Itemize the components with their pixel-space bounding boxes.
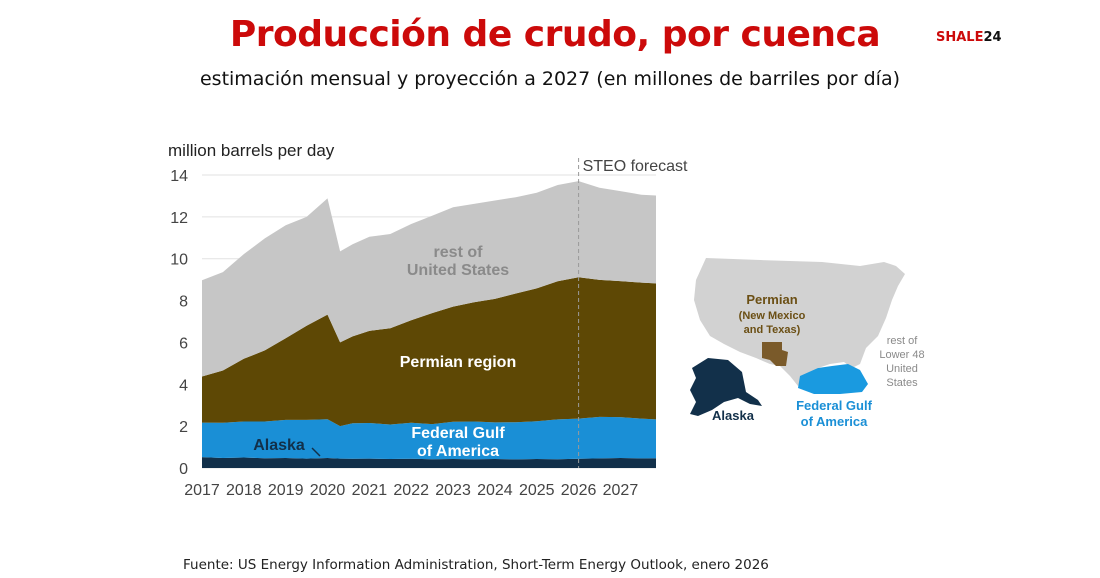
y-tick-label: 12	[170, 210, 188, 227]
y-tick-label: 6	[179, 335, 188, 352]
area-permian-region	[202, 277, 656, 427]
area-rest-of-united-states	[202, 181, 656, 377]
forecast-label: STEO forecast	[583, 158, 688, 175]
y-tick-label: 8	[179, 294, 188, 311]
y-tick-label: 10	[170, 252, 188, 269]
x-tick-label: 2021	[352, 482, 388, 499]
y-tick-label: 2	[179, 419, 188, 436]
map-rest-line1: rest of	[887, 335, 919, 347]
x-tick-label: 2024	[477, 482, 513, 499]
brand-text-a: SHALE	[936, 30, 984, 45]
brand-text-b: 24	[983, 30, 1002, 45]
map-rest-line4: States	[886, 377, 918, 389]
map-rest-line3: United	[886, 363, 918, 375]
x-tick-label: 2022	[393, 482, 429, 499]
x-tick-label: 2026	[561, 482, 597, 499]
map-gulf-line1: Federal Gulf	[796, 398, 873, 413]
brand-logo: SHALE24	[936, 30, 1002, 45]
gulf-label-line1: Federal Gulf	[411, 425, 505, 442]
x-tick-label: 2025	[519, 482, 555, 499]
gulf-label-line2: of America	[417, 443, 499, 460]
page-subtitle: estimación mensual y proyección a 2027 (…	[199, 68, 900, 90]
x-tick-label: 2027	[603, 482, 639, 499]
page-title: Producción de crudo, por cuenca	[229, 14, 881, 55]
y-tick-label: 14	[170, 168, 188, 185]
lower48-shape	[694, 258, 905, 386]
alaska-pointer	[311, 447, 321, 457]
rest-label-line1: rest of	[434, 244, 484, 261]
source-note: Fuente: US Energy Information Administra…	[183, 557, 769, 573]
x-tick-label: 2018	[226, 482, 262, 499]
x-tick-labels: 2017 2018 2019 2020 2021 2022 2023 2024 2025 2026…	[184, 482, 638, 499]
map-rest-line2: Lower 48	[879, 349, 924, 361]
y-tick-label: 4	[179, 377, 188, 394]
alaska-shape	[690, 358, 762, 416]
map-gulf-line2: of America	[801, 414, 868, 429]
map-permian-sub1: (New Mexico	[739, 310, 806, 322]
y-tick-labels: 0 2 4 6 8 10 12 14	[170, 168, 188, 478]
area-federal-gulf-of-america	[202, 416, 656, 460]
y-tick-label: 0	[179, 461, 188, 478]
us-map: Permian (New Mexico and Texas) rest of L…	[690, 258, 925, 429]
gulf-shape	[798, 364, 868, 394]
stacked-areas	[202, 181, 656, 468]
rest-label-line2: United States	[407, 262, 509, 279]
alaska-area-label: Alaska	[253, 437, 305, 454]
permian-area-label: Permian region	[400, 354, 516, 371]
y-axis-label: million barrels per day	[168, 141, 335, 160]
area-alaska	[202, 457, 656, 468]
x-tick-label: 2017	[184, 482, 220, 499]
x-tick-label: 2023	[435, 482, 471, 499]
map-permian-label: Permian	[746, 292, 797, 307]
map-permian-sub2: and Texas)	[744, 324, 801, 336]
x-tick-label: 2019	[268, 482, 304, 499]
map-alaska-label: Alaska	[712, 408, 755, 423]
permian-shape	[762, 342, 788, 366]
x-tick-label: 2020	[310, 482, 346, 499]
